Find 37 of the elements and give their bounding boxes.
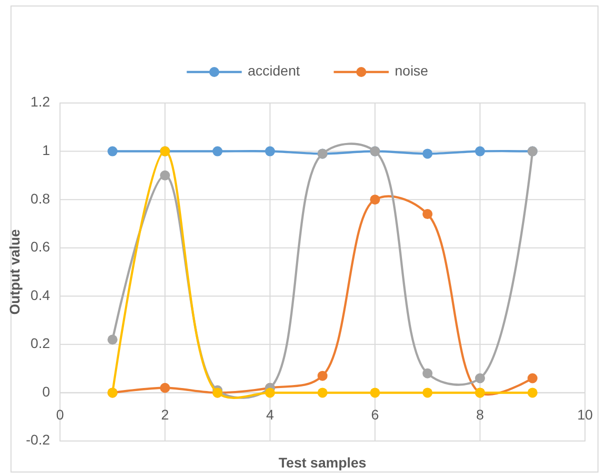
y-tick-label: 0.6 [30,238,50,255]
x-tick-label: 4 [266,406,274,422]
point [370,194,380,205]
point [475,373,485,384]
legend-label: accident [248,62,300,79]
point [318,388,328,398]
y-axis-title: Output value [6,229,23,315]
legend-label: noise [394,62,428,79]
y-tick-label: 0.2 [30,335,50,352]
y-tick-label: 0 [42,383,50,400]
x-axis-title: Test samples [278,454,367,471]
x-tick-label: 6 [371,406,380,422]
point [528,388,538,398]
point [160,382,170,393]
point [422,209,432,220]
y-tick-label: -0.2 [26,432,50,448]
y-tick-label: 1.2 [30,94,50,110]
x-tick-label: 2 [161,406,170,422]
point [212,146,222,156]
x-tick-label: 0 [56,406,64,422]
x-tick-label: 10 [577,406,593,422]
x-tick-label: 8 [476,406,484,422]
point [160,170,170,180]
point [475,146,485,156]
point [265,388,275,398]
point [265,146,275,156]
y-tick-label: 1 [42,142,50,158]
point [318,370,328,381]
y-tick-label: 0.4 [30,286,50,303]
point [108,334,118,345]
point [422,368,432,378]
point [528,373,538,384]
point [422,148,432,159]
point [108,146,118,156]
point [370,388,380,398]
y-tick-label: 0.8 [30,190,50,206]
point [422,388,432,398]
